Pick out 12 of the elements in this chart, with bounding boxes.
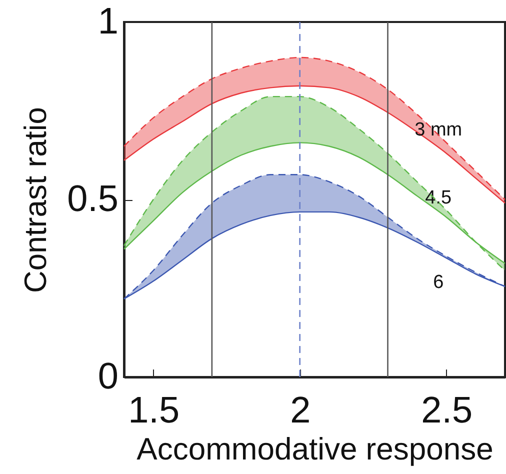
y-tick-label: 1 <box>98 0 118 42</box>
y-tick-label: 0 <box>98 356 118 396</box>
x-axis-title: Accommodative response <box>136 432 494 466</box>
series-label: 6 <box>433 272 444 294</box>
line-series <box>123 85 506 204</box>
series-label: 3 mm <box>414 119 462 140</box>
series-label: 4.5 <box>425 187 452 208</box>
x-tick-label: 2 <box>290 390 311 430</box>
x-tick-label: 1.5 <box>128 390 180 430</box>
y-tick-label: 0.5 <box>67 178 118 219</box>
x-tick-label: 2.5 <box>421 390 473 430</box>
y-axis-title: Contrast ratio <box>18 106 54 294</box>
